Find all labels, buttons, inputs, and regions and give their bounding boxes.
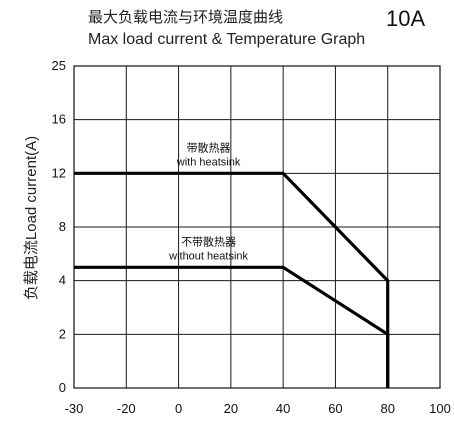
y-tick-label: 16 xyxy=(52,112,66,127)
series-line-2 xyxy=(74,265,390,388)
y-tick-label: 2 xyxy=(59,326,66,341)
chart-title-cn: 最大负载电流与环境温度曲线 xyxy=(88,8,283,26)
series-annotations: 带散热器 with heatsink 不带散热器 without heatsink xyxy=(168,140,248,262)
plot-frame xyxy=(73,65,441,389)
y-tick-label: 0 xyxy=(59,380,66,395)
series-label-en: without heatsink xyxy=(168,250,248,262)
tick-labels: -30 -20 0 20 40 60 80 100 0 2 4 8 12 16 25 xyxy=(52,58,451,416)
x-tick-label: 40 xyxy=(276,401,290,416)
x-tick-label: 80 xyxy=(380,401,394,416)
grid xyxy=(73,65,441,389)
series-label-en: with heatsink xyxy=(176,156,241,168)
y-axis-label: 负载电流Load current(A) xyxy=(23,136,40,300)
x-tick-label: -20 xyxy=(117,401,136,416)
y-tick-label: 4 xyxy=(59,273,66,288)
chart-title-en: Max load current & Temperature Graph xyxy=(88,31,365,48)
x-tick-label: 60 xyxy=(328,401,342,416)
y-tick-label: 25 xyxy=(52,58,66,73)
series-label-cn: 不带散热器 xyxy=(181,234,236,248)
x-tick-label: 20 xyxy=(224,401,238,416)
y-tick-label: 8 xyxy=(59,219,66,234)
series-lines xyxy=(74,171,390,388)
x-tick-label: -30 xyxy=(65,401,84,416)
x-tick-label: 0 xyxy=(175,401,182,416)
rating-label: 10A xyxy=(386,6,425,31)
x-tick-label: 100 xyxy=(429,401,451,416)
y-tick-label: 12 xyxy=(52,165,66,180)
series-label-cn: 带散热器 xyxy=(187,140,231,154)
